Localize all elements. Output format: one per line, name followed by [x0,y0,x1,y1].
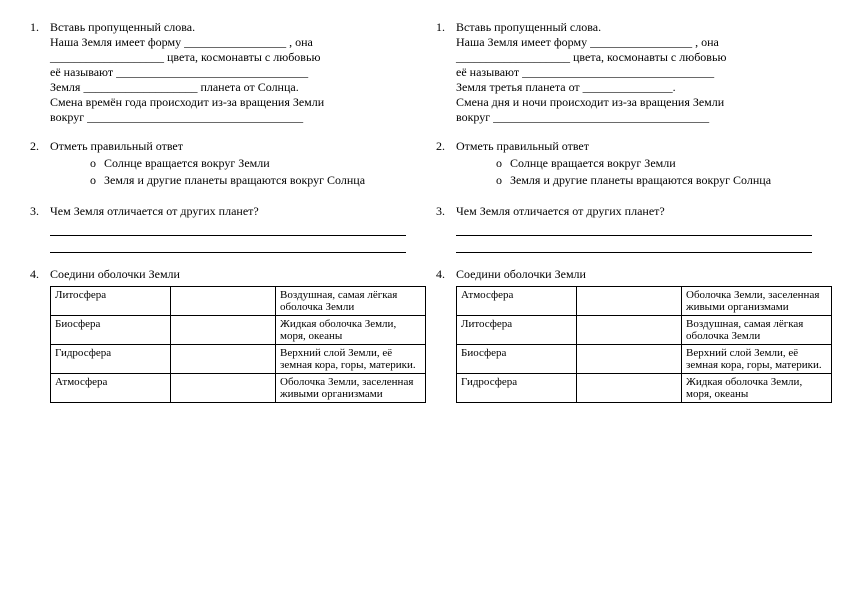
right-variant: 1. Вставь пропущенный слова. Наша Земля … [436,20,812,575]
q4-number: 4. [436,267,450,282]
q2-left: 2. Отметь правильный ответ oСолнце враща… [30,139,406,190]
q1-line3: её называют ____________________________… [456,65,812,80]
q4-title: Соедини оболочки Земли [456,267,812,282]
q3-number: 3. [436,204,450,219]
answer-line[interactable] [456,238,812,253]
circle-icon: o [90,156,96,171]
q4-table-left: ЛитосфераВоздушная, самая лёгкая оболочк… [50,286,426,403]
circle-icon: o [496,173,502,188]
answer-line[interactable] [50,238,406,253]
q3-number: 3. [30,204,44,219]
q1-number: 1. [30,20,44,125]
table-row: ЛитосфераВоздушная, самая лёгкая оболочк… [457,316,832,345]
answer-line[interactable] [456,221,812,236]
table-row: АтмосфераОболочка Земли, заселенная живы… [457,287,832,316]
q1-line2: ___________________ цвета, космонавты с … [456,50,812,65]
q1-line6: вокруг _________________________________… [50,110,406,125]
q3-title: Чем Земля отличается от других планет? [456,204,812,219]
q1-title: Вставь пропущенный слова. [456,20,812,35]
q1-right: 1. Вставь пропущенный слова. Наша Земля … [436,20,812,125]
q3-right: 3. Чем Земля отличается от других планет… [436,204,812,253]
q1-line2: ___________________ цвета, космонавты с … [50,50,406,65]
q4-right: 4. Соедини оболочки Земли АтмосфераОболо… [436,267,812,403]
table-row: ГидросфераВерхний слой Земли, её земная … [51,345,426,374]
circle-icon: o [90,173,96,188]
q2-option-1[interactable]: oСолнце вращается вокруг Земли [496,156,812,171]
table-row: ГидросфераЖидкая оболочка Земли, моря, о… [457,374,832,403]
q2-title: Отметь правильный ответ [50,139,406,154]
q1-line1: Наша Земля имеет форму _________________… [456,35,812,50]
q1-left: 1. Вставь пропущенный слова. Наша Земля … [30,20,406,125]
q2-title: Отметь правильный ответ [456,139,812,154]
q3-title: Чем Земля отличается от других планет? [50,204,406,219]
q1-line5: Смена дня и ночи происходит из-за вращен… [456,95,812,110]
q4-left: 4. Соедини оболочки Земли ЛитосфераВозду… [30,267,406,403]
q2-option-2[interactable]: oЗемля и другие планеты вращаются вокруг… [496,173,812,188]
left-variant: 1. Вставь пропущенный слова. Наша Земля … [30,20,406,575]
q2-right: 2. Отметь правильный ответ oСолнце враща… [436,139,812,190]
q1-line1: Наша Земля имеет форму _________________… [50,35,406,50]
q4-number: 4. [30,267,44,282]
q2-number: 2. [436,139,450,190]
q1-number: 1. [436,20,450,125]
q1-line4: Земля третья планета от _______________. [456,80,812,95]
circle-icon: o [496,156,502,171]
q3-left: 3. Чем Земля отличается от других планет… [30,204,406,253]
q2-option-1[interactable]: oСолнце вращается вокруг Земли [90,156,406,171]
table-row: БиосфераВерхний слой Земли, её земная ко… [457,345,832,374]
table-row: ЛитосфераВоздушная, самая лёгкая оболочк… [51,287,426,316]
q1-line3: её называют ____________________________… [50,65,406,80]
q2-number: 2. [30,139,44,190]
table-row: БиосфераЖидкая оболочка Земли, моря, оке… [51,316,426,345]
q4-table-right: АтмосфераОболочка Земли, заселенная живы… [456,286,832,403]
q1-line4: Земля ___________________ планета от Сол… [50,80,406,95]
q4-title: Соедини оболочки Земли [50,267,406,282]
q2-option-2[interactable]: oЗемля и другие планеты вращаются вокруг… [90,173,406,188]
q1-title: Вставь пропущенный слова. [50,20,406,35]
q1-line6: вокруг _________________________________… [456,110,812,125]
answer-line[interactable] [50,221,406,236]
table-row: АтмосфераОболочка Земли, заселенная живы… [51,374,426,403]
q1-line5: Смена времён года происходит из-за враще… [50,95,406,110]
